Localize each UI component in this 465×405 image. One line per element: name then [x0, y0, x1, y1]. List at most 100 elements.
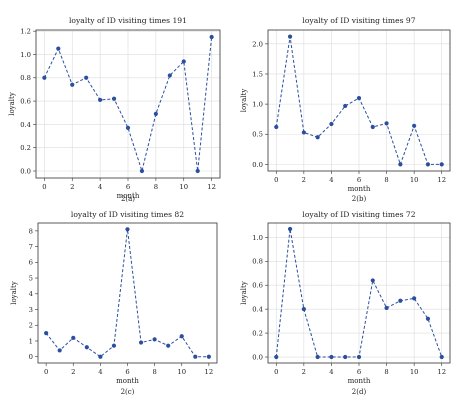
y-axis-label: loyalty — [8, 92, 16, 116]
data-point — [301, 130, 306, 135]
y-axis-label: loyalty — [240, 281, 248, 305]
data-point — [98, 97, 103, 103]
data-point — [274, 354, 279, 360]
x-tick-label: 6 — [126, 183, 130, 191]
data-point — [398, 298, 403, 303]
x-tick-label: 6 — [357, 176, 361, 184]
data-point — [70, 82, 75, 87]
data-point — [206, 354, 211, 359]
x-tick-label: 4 — [329, 368, 333, 376]
x-tick-label: 8 — [152, 368, 156, 376]
y-tick-label: 4 — [29, 290, 33, 298]
x-axis-label: month — [117, 192, 140, 200]
y-tick-label: 6 — [29, 259, 33, 267]
x-tick-label: 4 — [98, 183, 102, 191]
data-point — [412, 123, 417, 128]
data-point — [57, 348, 62, 353]
data-point — [439, 162, 444, 167]
data-point — [167, 73, 172, 78]
y-tick-label: 3 — [29, 306, 33, 314]
x-tick-label: 0 — [274, 368, 278, 376]
chart-panel-a: 0 2 4 6 8 10 12 0.0 0.2 0.4 0.6 0.8 1.0 1.2 loyalty of… — [8, 16, 221, 203]
x-tick-label: 2 — [302, 176, 306, 184]
y-axis-label: loyalty — [240, 89, 248, 113]
x-axis-label: month — [116, 377, 139, 385]
data-point — [384, 121, 389, 126]
data-point — [356, 95, 362, 101]
x-tick-label: 10 — [410, 368, 419, 376]
data-point — [111, 343, 117, 348]
x-tick-label: 8 — [384, 176, 388, 184]
data-point — [179, 334, 184, 339]
y-tick-label: 0.0 — [252, 161, 263, 169]
data-point — [329, 354, 334, 360]
x-tick-label: 4 — [329, 176, 333, 184]
y-tick-label: 0.0 — [20, 167, 31, 175]
series-line — [45, 229, 209, 358]
plot-frame — [37, 222, 218, 364]
data-point — [315, 354, 320, 360]
x-tick-label: 2 — [70, 183, 74, 191]
panel-caption: 2(d) — [352, 388, 367, 396]
x-tick-label: 8 — [384, 368, 388, 376]
chart-title: loyalty of ID visiting times 82 — [71, 210, 184, 219]
x-tick-label: 12 — [437, 176, 446, 184]
data-point — [370, 278, 375, 283]
chart-panel-b: 0 2 4 6 8 10 12 0.0 0.5 1.0 1.5 2.0 loyalty of ID vi… — [240, 16, 451, 203]
y-tick-label: 0.6 — [20, 97, 31, 105]
chart-title: loyalty of ID visiting times 97 — [302, 16, 415, 25]
data-point — [315, 135, 320, 140]
data-point — [42, 75, 47, 80]
data-point — [181, 59, 186, 64]
panel-caption: 2(b) — [352, 195, 367, 203]
y-tick-label: 0.6 — [252, 282, 263, 290]
data-point — [195, 168, 200, 174]
y-tick-label: 0.8 — [20, 74, 31, 82]
x-axis-label: month — [348, 377, 371, 385]
data-point — [125, 125, 131, 130]
x-tick-label: 10 — [179, 183, 188, 191]
data-point — [84, 75, 89, 80]
data-point — [356, 354, 362, 360]
data-point — [425, 162, 431, 167]
x-axis-label: month — [348, 185, 371, 193]
data-point — [166, 343, 171, 348]
y-tick-label: 0.4 — [20, 121, 31, 129]
x-tick-label: 10 — [410, 176, 419, 184]
y-tick-label: 1 — [29, 337, 33, 345]
x-tick-label: 2 — [71, 368, 75, 376]
data-point — [412, 296, 417, 301]
y-tick-label: 1.0 — [252, 234, 263, 242]
data-point — [125, 227, 130, 232]
data-point — [343, 103, 348, 109]
x-tick-label: 0 — [274, 176, 278, 184]
x-tick-label: 10 — [177, 368, 186, 376]
data-point — [209, 34, 214, 40]
y-tick-label: 0.2 — [20, 144, 31, 152]
data-point — [84, 345, 89, 350]
x-tick-label: 8 — [154, 183, 158, 191]
data-point — [329, 121, 334, 127]
x-tick-label: 0 — [42, 183, 46, 191]
data-point — [398, 162, 403, 167]
data-point — [71, 335, 76, 340]
data-point — [287, 34, 293, 39]
y-tick-label: 5 — [29, 274, 33, 282]
x-tick-label: 0 — [44, 368, 48, 376]
data-point — [287, 226, 293, 232]
data-point — [425, 316, 431, 321]
x-tick-label: 4 — [98, 368, 102, 376]
y-tick-label: 0.0 — [252, 353, 263, 361]
x-tick-label: 12 — [437, 368, 446, 376]
y-tick-label: 0.5 — [252, 131, 263, 139]
panel-caption: 2(c) — [121, 388, 135, 396]
data-point — [343, 354, 348, 360]
x-tick-label: 2 — [302, 368, 306, 376]
data-point — [56, 46, 61, 51]
data-point — [152, 337, 157, 342]
x-tick-label: 12 — [205, 368, 214, 376]
x-tick-label: 12 — [207, 183, 216, 191]
y-tick-label: 0 — [29, 353, 33, 361]
y-tick-label: 1.5 — [252, 70, 263, 78]
